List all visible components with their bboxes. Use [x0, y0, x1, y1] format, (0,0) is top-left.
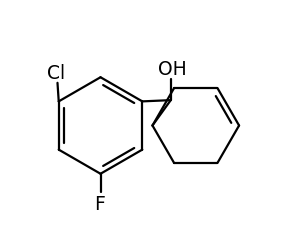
Text: OH: OH [158, 60, 186, 79]
Text: F: F [94, 194, 105, 213]
Text: Cl: Cl [47, 63, 65, 82]
